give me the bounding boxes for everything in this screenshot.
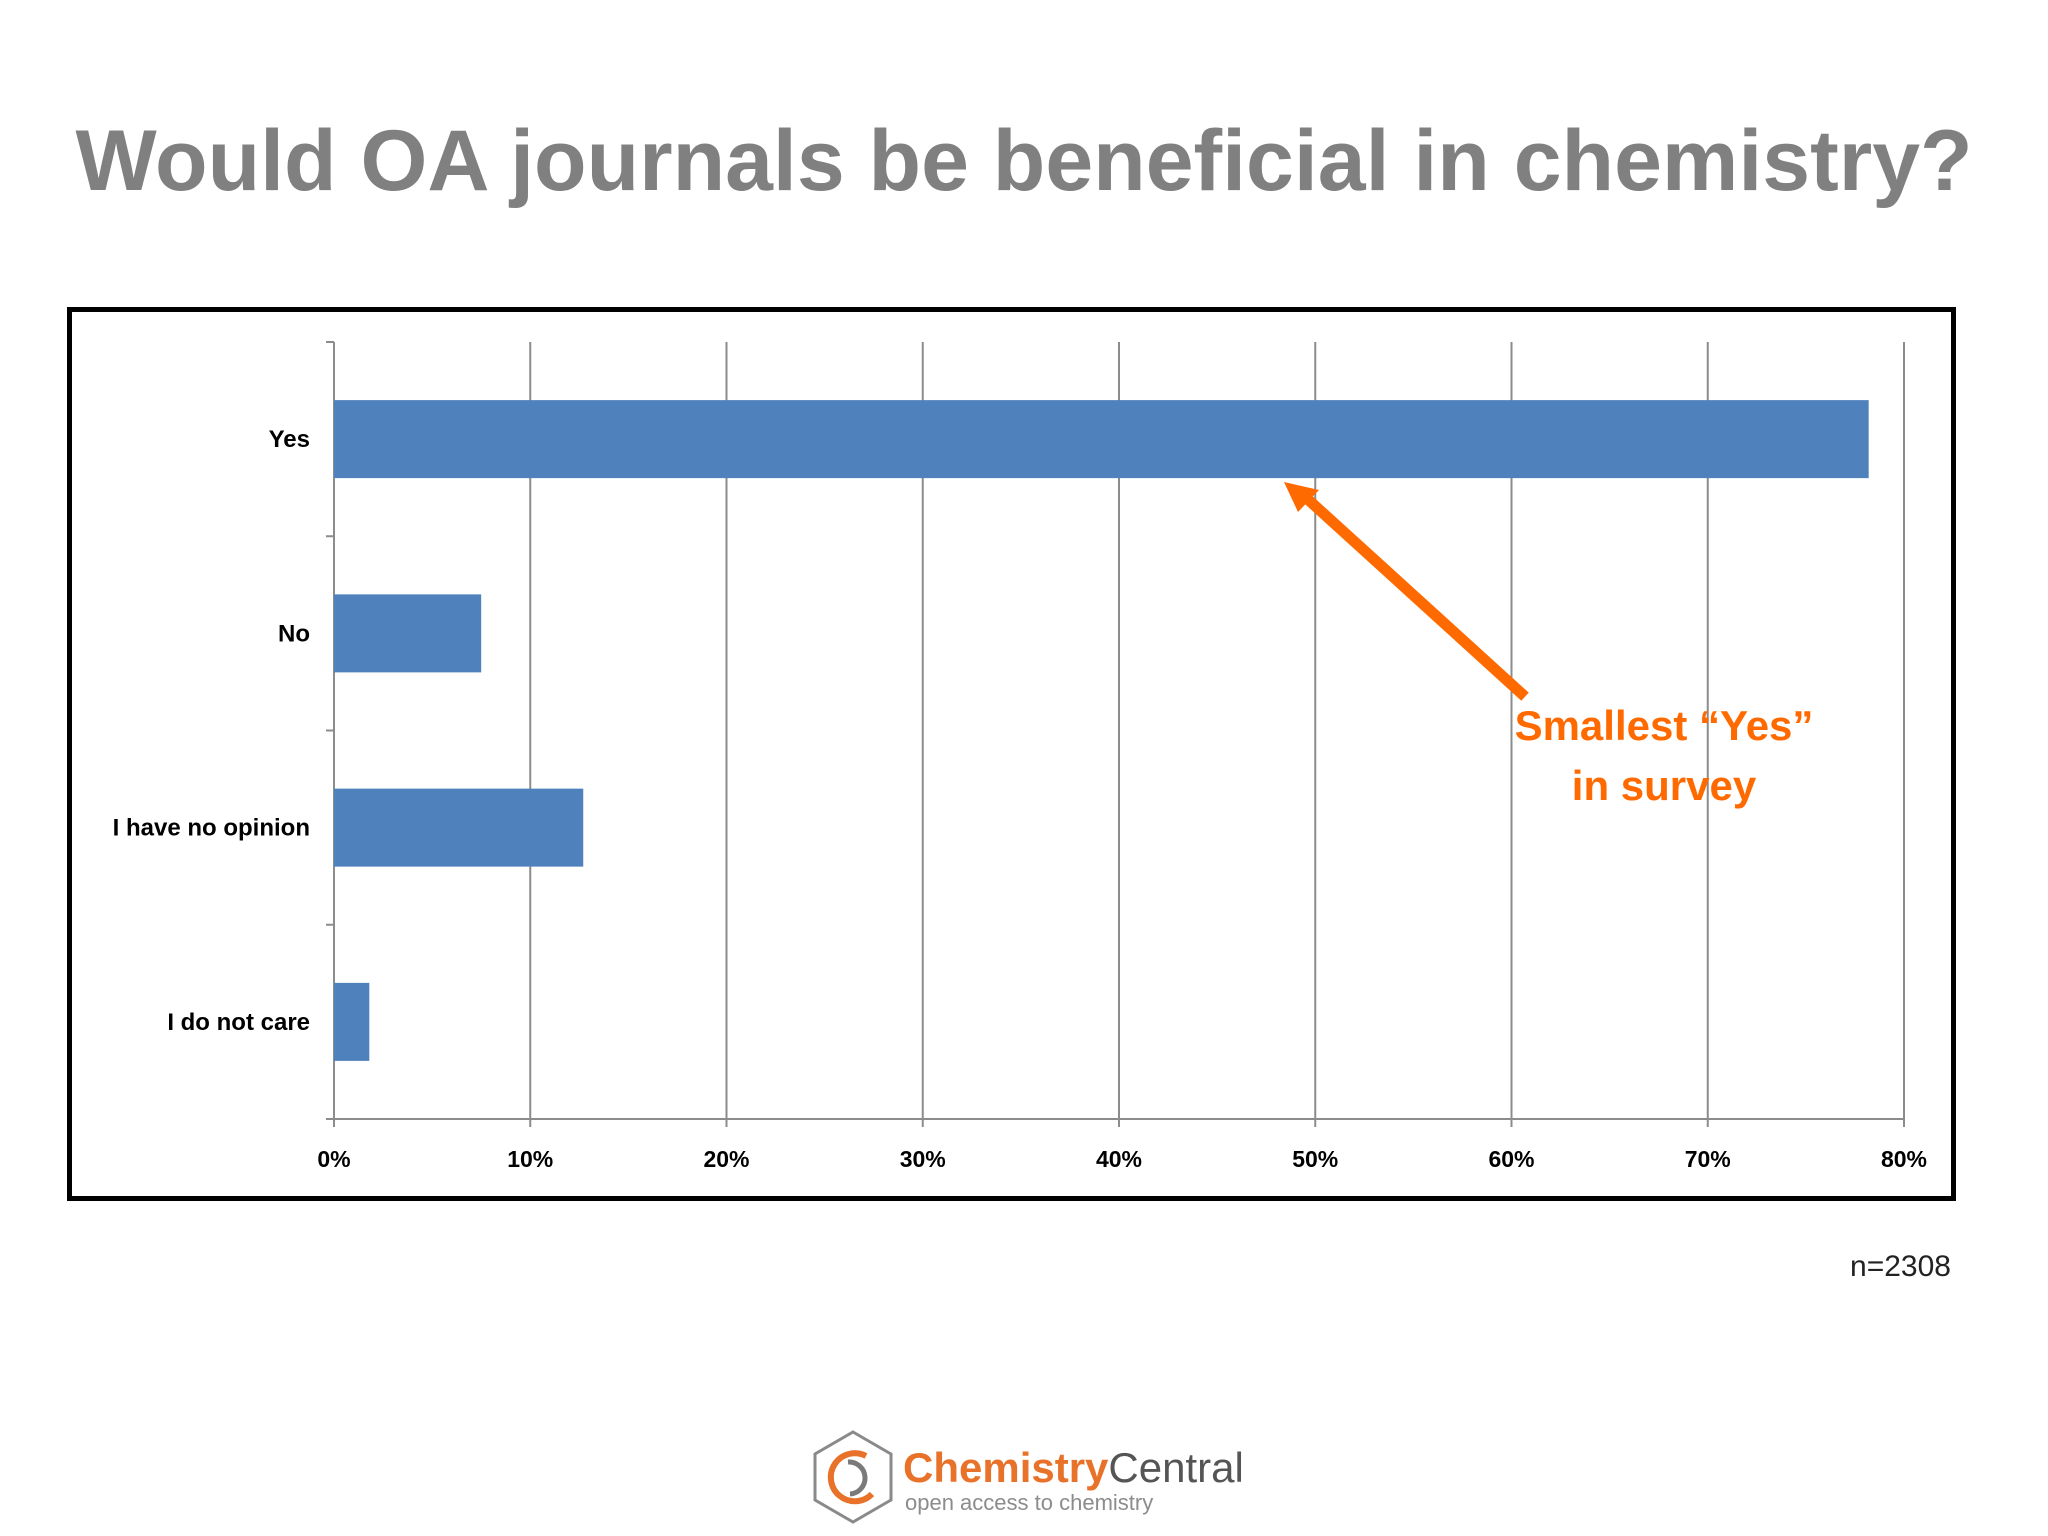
logo-tagline: open access to chemistry xyxy=(905,1490,1154,1515)
category-label: No xyxy=(278,620,310,647)
annotation-arrow-head xyxy=(1284,482,1319,512)
x-tick-label: 40% xyxy=(1096,1146,1142,1172)
slide-title: Would OA journals be beneficial in chemi… xyxy=(75,113,1973,209)
category-label: I do not care xyxy=(167,1009,310,1036)
logo-name: ChemistryCentral xyxy=(903,1444,1244,1492)
bar xyxy=(334,788,584,867)
logo-name-part2: Central xyxy=(1108,1444,1244,1491)
chart-frame: 0% 10% 20% 30% 40% 50% 60% 70% 80% Yes No I have no… xyxy=(67,307,1956,1201)
logo-name-part1: Chemistry xyxy=(903,1444,1109,1491)
x-tick-label: 60% xyxy=(1488,1146,1534,1172)
x-tick-label: 80% xyxy=(1881,1146,1927,1172)
bar xyxy=(334,400,1869,479)
category-label: I have no opinion xyxy=(113,815,310,842)
bar xyxy=(334,594,482,673)
x-tick-label: 20% xyxy=(703,1146,749,1172)
sample-size-note: n=2308 xyxy=(1850,1250,1951,1283)
annotation-line-1: Smallest “Yes” xyxy=(1515,702,1814,749)
x-tick-label: 50% xyxy=(1292,1146,1338,1172)
chemistry-central-logo: ChemistryCentral open access to chemistr… xyxy=(808,1428,1248,1528)
bar xyxy=(334,982,370,1061)
bar-chart: 0% 10% 20% 30% 40% 50% 60% 70% 80% Yes No I have no… xyxy=(113,341,1927,1172)
annotation-line-2: in survey xyxy=(1572,762,1757,809)
x-tick-label: 70% xyxy=(1685,1146,1731,1172)
x-tick-label: 0% xyxy=(317,1146,350,1172)
hexagon-logo-icon xyxy=(813,1430,893,1524)
x-tick-label: 30% xyxy=(900,1146,946,1172)
annotation-arrow-shaft xyxy=(1294,486,1529,701)
x-tick-label: 10% xyxy=(507,1146,553,1172)
category-label: Yes xyxy=(269,426,310,453)
